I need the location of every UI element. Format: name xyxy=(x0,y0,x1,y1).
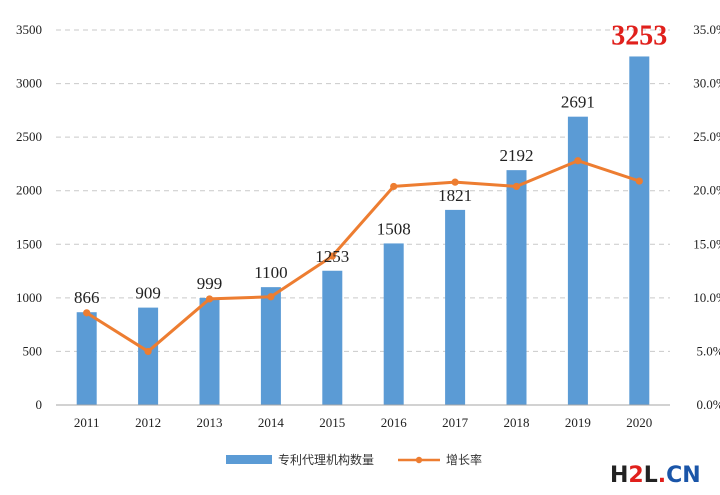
line-point xyxy=(451,178,459,186)
growth-line xyxy=(85,159,640,353)
bar xyxy=(567,116,588,405)
x-tick-label: 2013 xyxy=(197,415,223,430)
legend-label-line: 增长率 xyxy=(446,452,482,467)
line-series xyxy=(83,157,643,356)
x-tick-label: 2011 xyxy=(74,415,100,430)
right-tick-label: 30.0% xyxy=(693,76,720,91)
right-tick-label: 15.0% xyxy=(693,236,720,251)
legend-swatch-bar xyxy=(226,455,272,464)
line-point xyxy=(512,182,521,191)
bar xyxy=(506,170,527,405)
x-tick-label: 2014 xyxy=(258,415,285,430)
bar xyxy=(76,312,97,405)
left-tick-label: 1500 xyxy=(16,236,42,251)
bar xyxy=(629,56,650,405)
line-point xyxy=(328,252,336,260)
watermark-logo: H2L.CN xyxy=(610,463,701,488)
right-tick-label: 20.0% xyxy=(693,183,720,198)
bar-value-label: 999 xyxy=(197,274,223,293)
left-tick-label: 500 xyxy=(23,343,43,358)
line-point xyxy=(390,182,398,191)
bar-value-label: 1508 xyxy=(377,219,411,238)
bar-value-label: 1253 xyxy=(315,247,349,266)
gridlines xyxy=(56,29,670,352)
left-tick-label: 2000 xyxy=(16,183,42,198)
x-tick-label: 2017 xyxy=(442,415,469,430)
line-point xyxy=(205,295,214,303)
left-axis: 0 500 1000 1500 2000 2500 3000 3500 xyxy=(16,22,42,412)
line-point xyxy=(267,293,275,301)
x-tick-label: 2018 xyxy=(504,415,530,430)
bar-value-label: 1100 xyxy=(254,263,287,282)
legend-label-bar: 专利代理机构数量 xyxy=(278,452,374,467)
right-tick-label: 35.0% xyxy=(693,22,720,37)
x-tick-label: 2012 xyxy=(135,415,161,430)
left-tick-label: 3500 xyxy=(16,22,42,37)
legend: 专利代理机构数量 增长率 xyxy=(226,452,482,467)
x-axis: 2011 2012 2013 2014 2015 2016 2017 2018 2019 2020 xyxy=(56,404,670,430)
right-tick-label: 10.0% xyxy=(693,290,720,305)
bar xyxy=(322,270,343,405)
left-tick-label: 0 xyxy=(36,397,43,412)
line-point xyxy=(83,309,91,317)
bar-value-label: 2691 xyxy=(561,93,595,112)
bar-value-label-highlight: 3253 xyxy=(611,20,667,51)
x-tick-label: 2019 xyxy=(565,415,591,430)
bar xyxy=(260,287,281,405)
bar-value-label: 866 xyxy=(74,288,100,307)
line-point xyxy=(635,177,643,185)
x-tick-label: 2015 xyxy=(319,415,345,430)
bar-value-label: 2192 xyxy=(500,146,534,165)
line-point xyxy=(144,347,152,356)
x-tick-label: 2020 xyxy=(626,415,652,430)
left-tick-label: 3000 xyxy=(16,76,42,91)
bar-value-label: 1821 xyxy=(438,186,472,205)
line-point xyxy=(574,157,582,165)
right-axis: 0.0% 5.0% 10.0% 15.0% 20.0% 25.0% 30.0% 35.0% xyxy=(693,22,720,412)
bar xyxy=(445,209,466,405)
right-tick-label: 0.0% xyxy=(696,397,720,412)
legend-swatch-marker xyxy=(415,456,423,464)
right-tick-label: 5.0% xyxy=(696,343,720,358)
data-labels: 866 909 999 1100 1253 1508 1821 2192 2691 3253 xyxy=(74,20,667,307)
bar-value-label: 909 xyxy=(135,284,161,303)
bar xyxy=(383,243,404,405)
bar-series xyxy=(76,56,650,405)
bar xyxy=(138,307,159,405)
left-tick-label: 1000 xyxy=(16,290,42,305)
bar xyxy=(199,297,220,405)
left-tick-label: 2500 xyxy=(16,129,42,144)
right-tick-label: 25.0% xyxy=(693,129,720,144)
x-tick-label: 2016 xyxy=(381,415,408,430)
